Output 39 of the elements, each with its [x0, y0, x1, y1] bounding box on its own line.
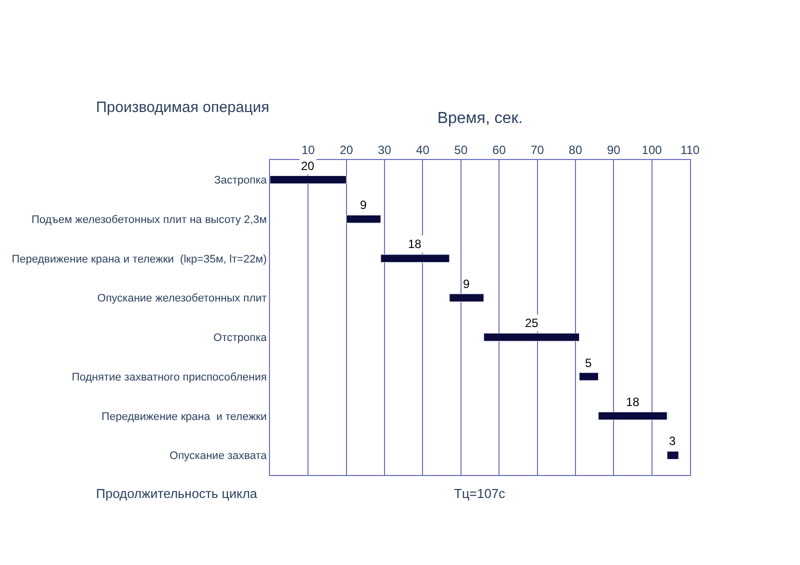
- data-label: 3: [669, 434, 676, 448]
- y-tick-label: Опускание захвата: [170, 450, 268, 462]
- x-tick-label: 70: [530, 143, 544, 158]
- x-tick-label: 10: [302, 143, 316, 158]
- data-label: 9: [463, 277, 470, 291]
- data-label: 20: [301, 159, 315, 173]
- y-tick-label: Поднятие захватного приспособления: [72, 371, 267, 384]
- data-label: 25: [525, 316, 539, 330]
- y-tick-label: Подъем железобетонных плит на высоту 2,3м: [32, 214, 267, 226]
- bar: [346, 214, 381, 224]
- x-tick-label: 20: [340, 143, 354, 158]
- data-label: 18: [626, 395, 640, 409]
- bar: [598, 412, 668, 420]
- y-tick-label: Передвижение крана и тележки (lкр=35м, lт=22м): [12, 253, 267, 266]
- x-tick-label: 30: [378, 143, 392, 158]
- y-tick-label: Застропка: [214, 174, 268, 187]
- text: Продолжительность цикла: [96, 486, 258, 501]
- y-tick-label: Отстропка: [213, 332, 268, 344]
- x-tick-label: 90: [606, 143, 621, 158]
- bar: [666, 451, 679, 460]
- data-label: 5: [585, 356, 592, 370]
- data-label: 9: [360, 198, 367, 212]
- y-axis-title: Производимая операция: [96, 99, 270, 116]
- x-tick-label: 80: [568, 143, 582, 158]
- y-tick-label: Передвижение крана и тележки: [102, 410, 267, 423]
- x-tick-label: 50: [454, 143, 468, 158]
- bar: [380, 254, 450, 263]
- x-tick-label: 100: [642, 143, 662, 158]
- x-tick-label: 60: [492, 143, 506, 158]
- bar: [270, 176, 347, 184]
- x-tick-label: 40: [416, 143, 430, 158]
- bar: [449, 294, 484, 302]
- x-tick-label: 110: [680, 143, 700, 158]
- bar: [484, 333, 580, 342]
- text: Тц=107с: [454, 486, 506, 501]
- y-tick-label: Опускание железобетонных плит: [97, 292, 267, 305]
- bar: [579, 372, 599, 381]
- x-axis-title: Время, сек.: [437, 110, 523, 128]
- data-label: 18: [408, 237, 422, 251]
